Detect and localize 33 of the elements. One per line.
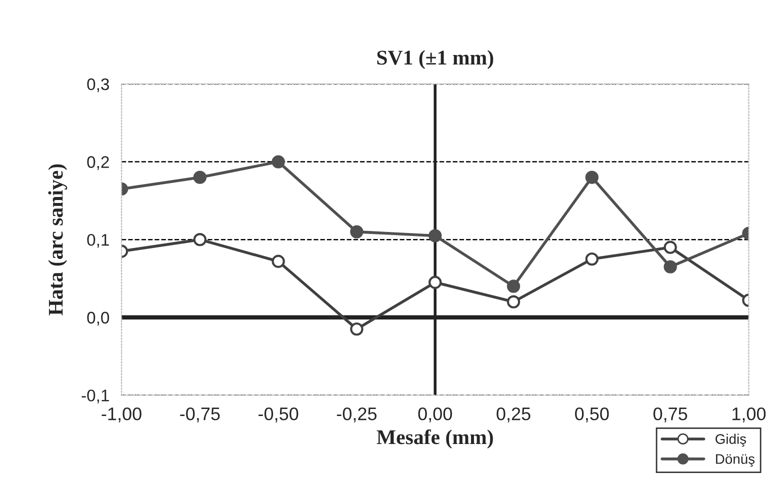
y-tick-label: -0,1: [82, 390, 109, 404]
x-tick-label: -0,75: [180, 407, 220, 422]
y-tick-label: 0,3: [87, 78, 109, 92]
x-tick-label: -0,50: [258, 407, 298, 422]
point: [664, 240, 677, 254]
point: [506, 280, 520, 293]
point: [506, 295, 520, 308]
x-axis-title: Mesafe (mm): [376, 429, 493, 448]
point: [272, 155, 285, 168]
x-tick-label: 0,50: [575, 407, 609, 422]
point: [585, 170, 599, 184]
x-tick-label: 1,00: [732, 407, 766, 422]
legend-label: Dönüş: [716, 454, 755, 467]
point: [350, 322, 364, 336]
x-tick-label: 0,00: [418, 407, 452, 422]
legend-label: Gidiş: [716, 434, 746, 447]
y-tick-label: 0,0: [87, 312, 110, 326]
x-tick-label: -0,25: [336, 407, 377, 422]
point: [193, 232, 207, 246]
point: [350, 225, 364, 238]
point: [664, 260, 677, 274]
point: [585, 252, 599, 266]
y-axis-title: Hata (arc saniye): [48, 164, 68, 316]
y-tick-label: 0,1: [87, 234, 109, 248]
x-tick-label: 0,25: [496, 407, 530, 422]
x-tick-label: -1,00: [102, 407, 142, 422]
point: [272, 254, 285, 268]
y-tick-label: 0,2: [87, 156, 109, 170]
point: [193, 170, 207, 184]
point: [428, 276, 442, 289]
chart-title: SV1 (±1 mm): [377, 50, 494, 69]
point: [428, 229, 442, 242]
x-tick-label: 0,75: [653, 407, 688, 422]
